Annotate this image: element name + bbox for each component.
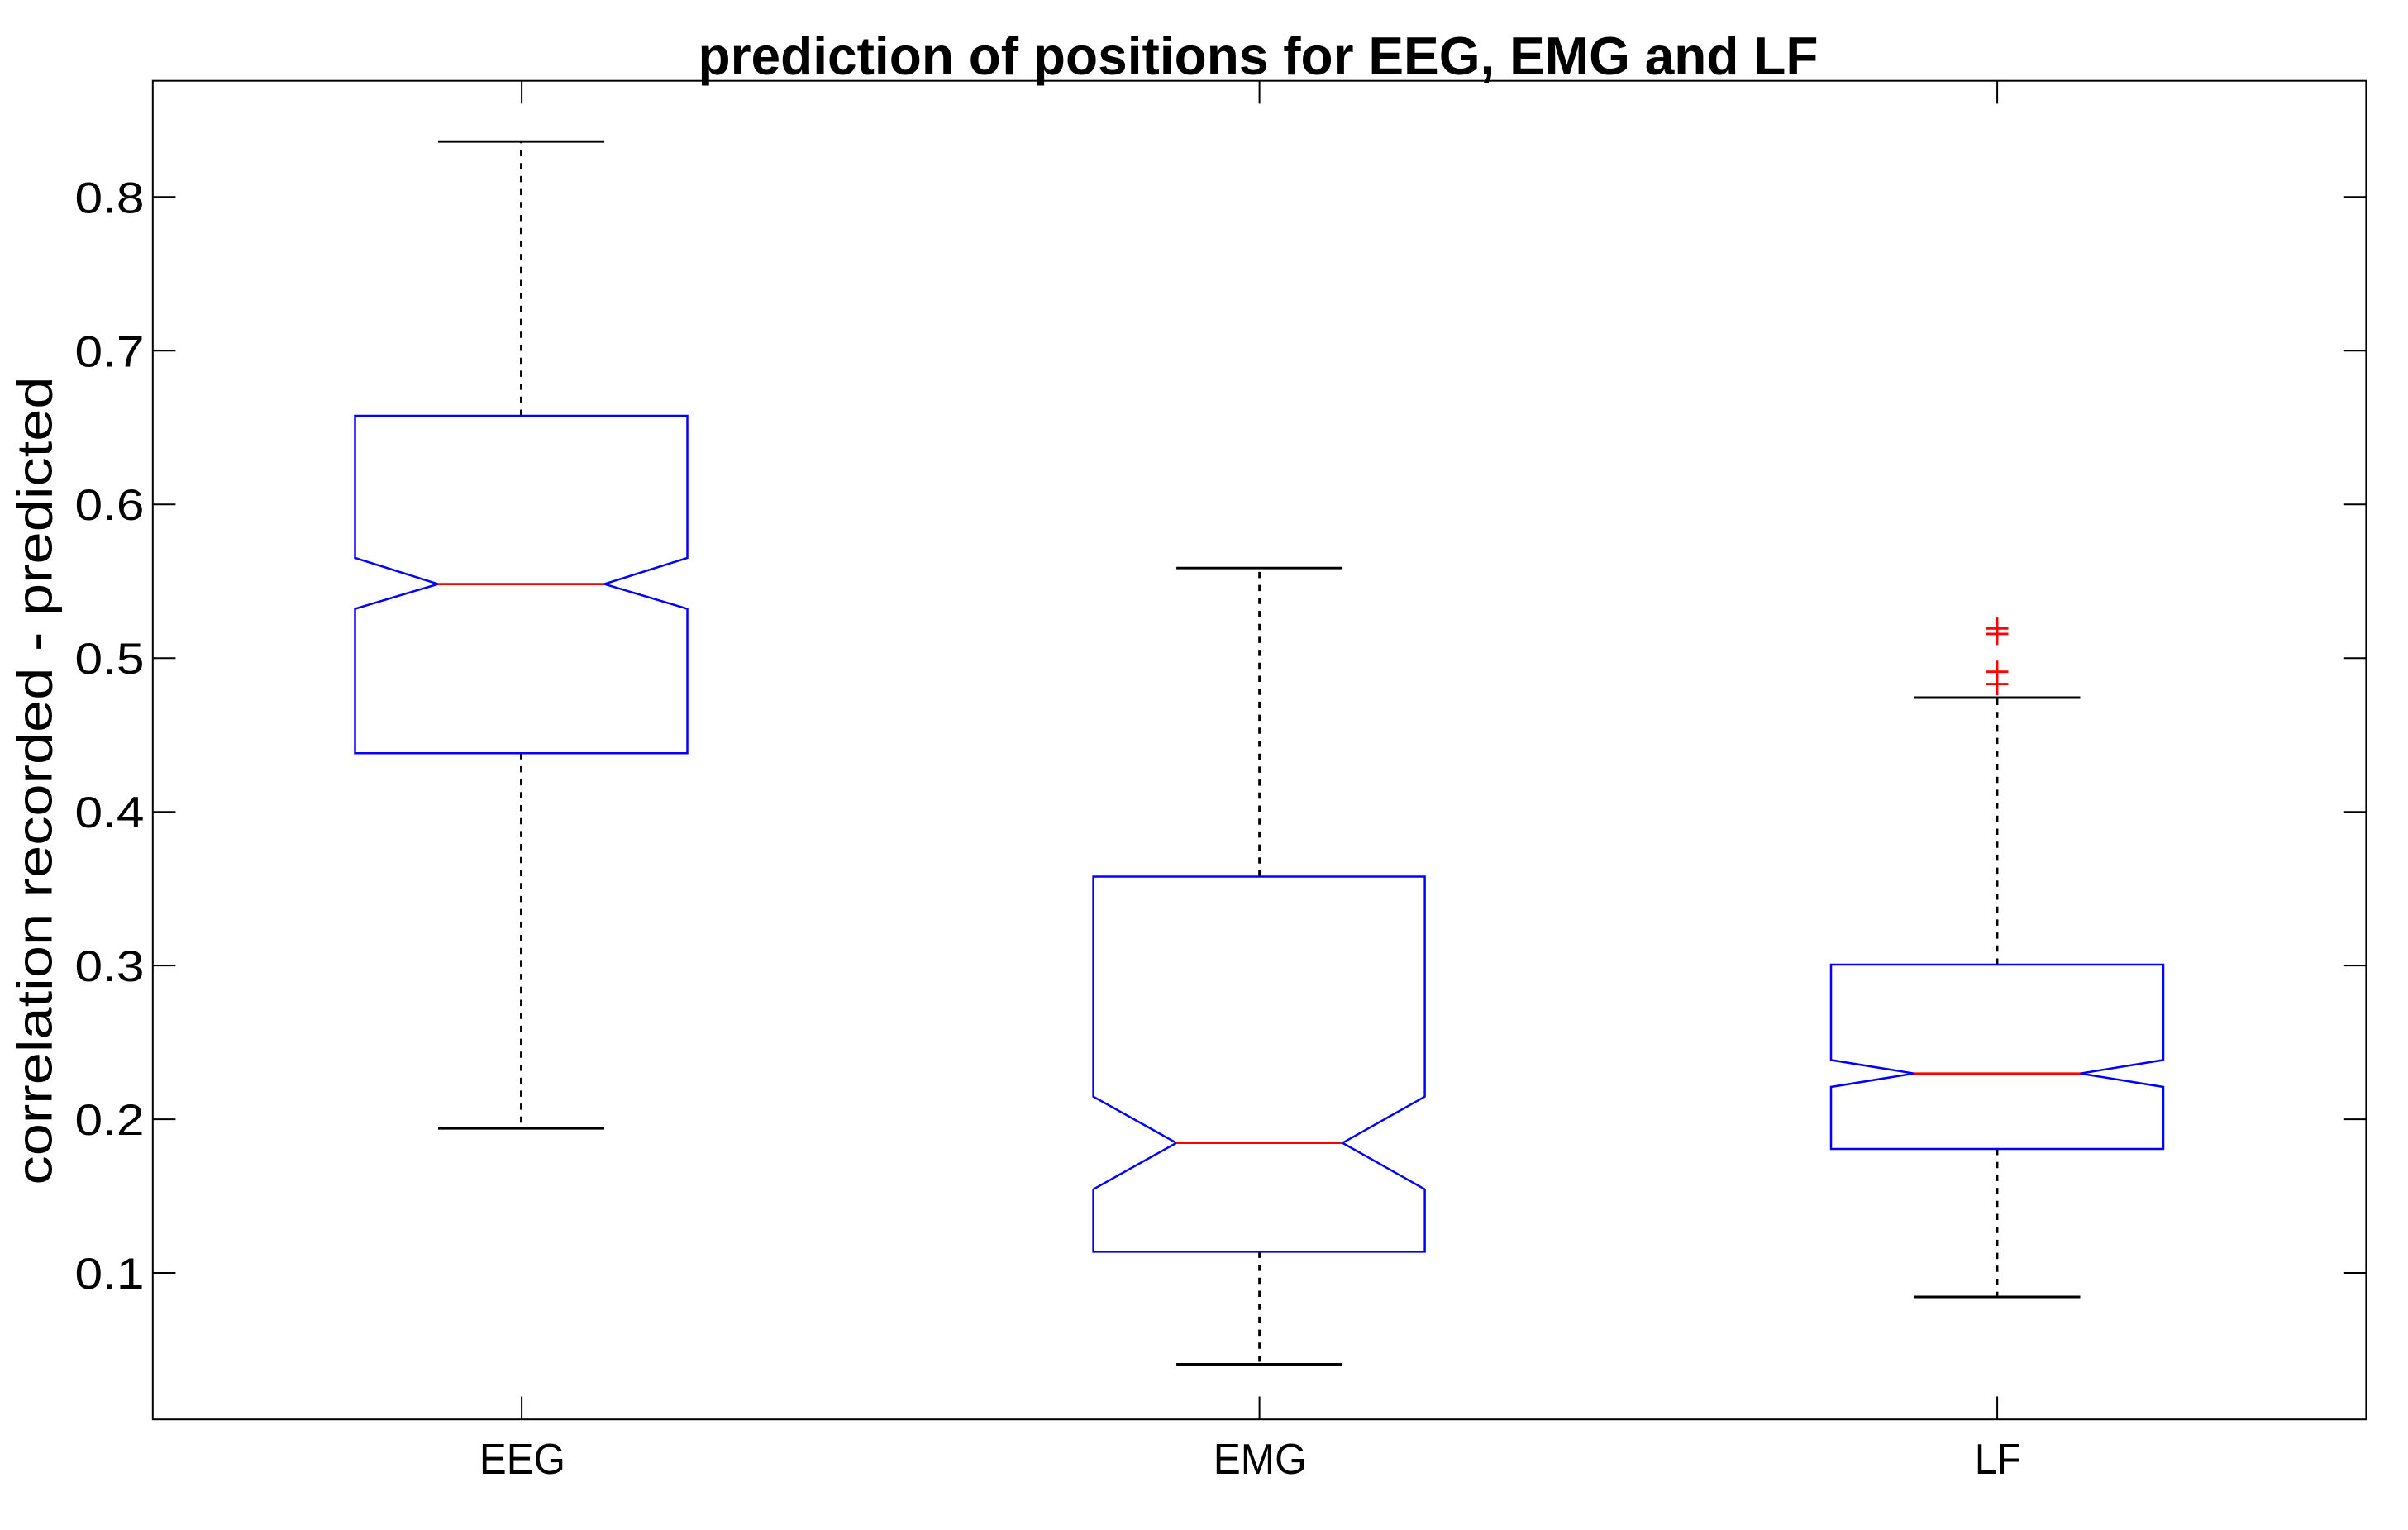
svg-text:prediction of positions for EE: prediction of positions for EEG, EMG and… — [699, 26, 1819, 86]
svg-text:EMG: EMG — [1214, 1436, 1307, 1484]
svg-text:0.3: 0.3 — [75, 942, 145, 991]
svg-text:0.7: 0.7 — [75, 327, 145, 376]
svg-text:0.6: 0.6 — [75, 481, 145, 530]
svg-text:correlation recorded - predict: correlation recorded - predicted — [7, 377, 63, 1185]
svg-text:0.2: 0.2 — [75, 1096, 145, 1145]
svg-text:0.4: 0.4 — [75, 789, 145, 837]
svg-text:0.8: 0.8 — [75, 174, 145, 222]
svg-text:EEG: EEG — [479, 1436, 565, 1484]
svg-text:LF: LF — [1975, 1436, 2021, 1484]
svg-text:0.1: 0.1 — [75, 1250, 145, 1299]
svg-text:0.5: 0.5 — [75, 635, 145, 684]
